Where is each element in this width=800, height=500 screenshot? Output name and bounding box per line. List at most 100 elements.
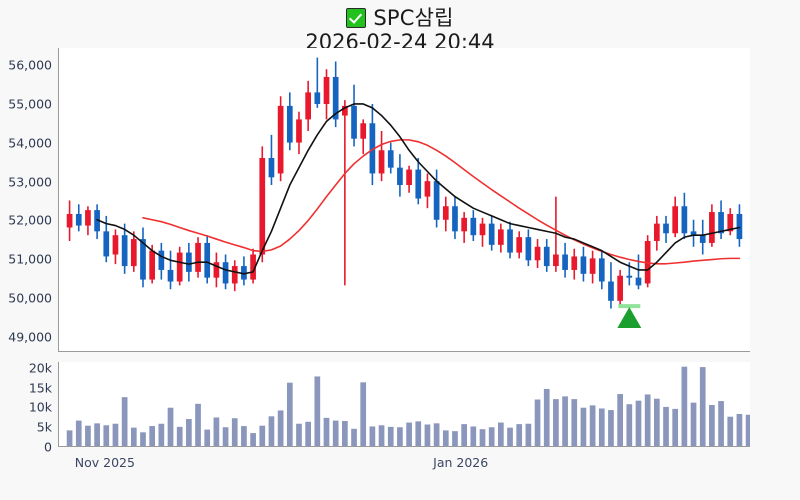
volume-plot [66,366,750,446]
volume-bar [589,405,596,446]
candle-body [75,213,82,226]
volume-bar [644,394,651,446]
volume-bar [488,427,495,446]
volume-bar [231,418,238,446]
price-tick-label: 51,000 [8,251,52,267]
candle-body [112,235,119,255]
candle-body [442,206,449,220]
candle-body [387,150,394,168]
volume-bar [424,424,431,446]
candle-body [351,105,357,139]
volume-bar [534,399,541,446]
volume-bar [121,397,128,446]
candle-body [727,213,734,232]
candle-body [690,231,697,236]
candle-body [314,92,321,104]
candle-body [580,256,587,274]
volume-bar [222,427,229,446]
candle-body [259,158,266,255]
price-tick-label: 53,000 [8,174,52,190]
x-tick-label: Nov 2025 [74,455,135,470]
candle-body [452,206,458,232]
volume-bar [94,423,100,446]
volume-bar [369,426,376,446]
volume-bar [213,417,220,446]
candle-body [286,105,293,143]
volume-bar [149,426,156,446]
candle-body [516,237,523,253]
candle-body [66,213,73,228]
volume-bar [681,366,688,446]
candle-body [268,158,275,178]
candle-body [663,223,669,234]
x-tick-label: Jan 2026 [433,455,489,470]
candle-body [85,210,91,226]
volume-bar [516,424,523,446]
volume-bar [498,422,504,446]
volume-bar [415,421,422,446]
candle-body [433,181,440,220]
ticker-name: SPC삼립 [373,6,454,30]
volume-bar [268,416,275,446]
volume-bar [342,420,348,446]
volume-bar [75,420,82,446]
volume-bar [250,433,256,446]
candle-body [186,252,192,272]
candle-body [360,123,367,139]
price-tick-label: 54,000 [8,135,52,151]
volume-tick-label: 15k [28,380,52,396]
volume-tick-label: 0 [44,439,52,455]
candle-body [140,239,146,280]
candle-body [681,206,688,234]
candle-body [479,223,486,236]
price-tick-label: 52,000 [8,212,52,228]
candle-body [176,252,183,282]
candle-body [378,150,385,174]
candle-body [525,237,532,261]
candle-body [231,266,238,284]
candle-body [736,213,743,240]
candle-body [103,231,110,257]
candle-body [213,262,220,278]
volume-bar [608,410,614,446]
candle-body [149,250,156,280]
volume-bar [286,382,293,446]
candle-body [543,246,550,267]
volume-bar [709,404,715,446]
candle-body [305,92,311,120]
volume-bar [452,431,458,446]
candle-body [635,277,642,286]
volume-bar [653,398,660,446]
candle-body [296,119,302,143]
candle-body [626,275,633,278]
volume-bar [433,423,440,446]
candle-body [94,210,100,232]
price-tick-label: 56,000 [8,57,52,73]
volume-bar [571,399,578,446]
candle-body [507,229,513,253]
candle-body [470,217,477,236]
volume-bar [85,425,91,446]
candle-body [250,254,256,280]
buy-signal-marker[interactable] [617,307,642,329]
volume-bar [507,427,513,446]
candle-body [195,242,201,272]
candle-body [130,239,137,267]
volume-bar [378,425,385,446]
candle-body [222,262,229,284]
candle-body [369,123,376,174]
volume-bar [397,427,403,446]
volume-bar [296,423,302,446]
candle-body [424,181,431,197]
volume-bar [663,406,669,446]
volume-tick-label: 10k [28,399,52,415]
moving-average-long-line [142,139,741,265]
candle-body [653,223,660,241]
candle-body [461,217,467,232]
price-panel [58,48,750,352]
candle-body [277,105,284,174]
volume-bar [351,428,357,446]
volume-bar [736,413,743,446]
volume-bar [332,420,339,446]
price-tick-label: 50,000 [8,290,52,306]
